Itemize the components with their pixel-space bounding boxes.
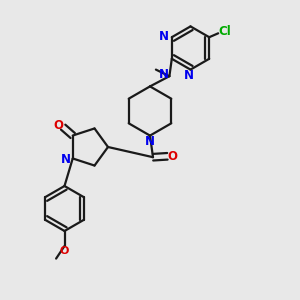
Text: N: N xyxy=(61,154,71,166)
Text: N: N xyxy=(184,69,194,82)
Text: O: O xyxy=(60,246,69,256)
Text: N: N xyxy=(158,68,168,81)
Text: O: O xyxy=(167,150,177,163)
Text: Cl: Cl xyxy=(218,25,231,38)
Text: N: N xyxy=(145,135,155,148)
Text: O: O xyxy=(53,119,63,132)
Text: N: N xyxy=(159,30,169,43)
